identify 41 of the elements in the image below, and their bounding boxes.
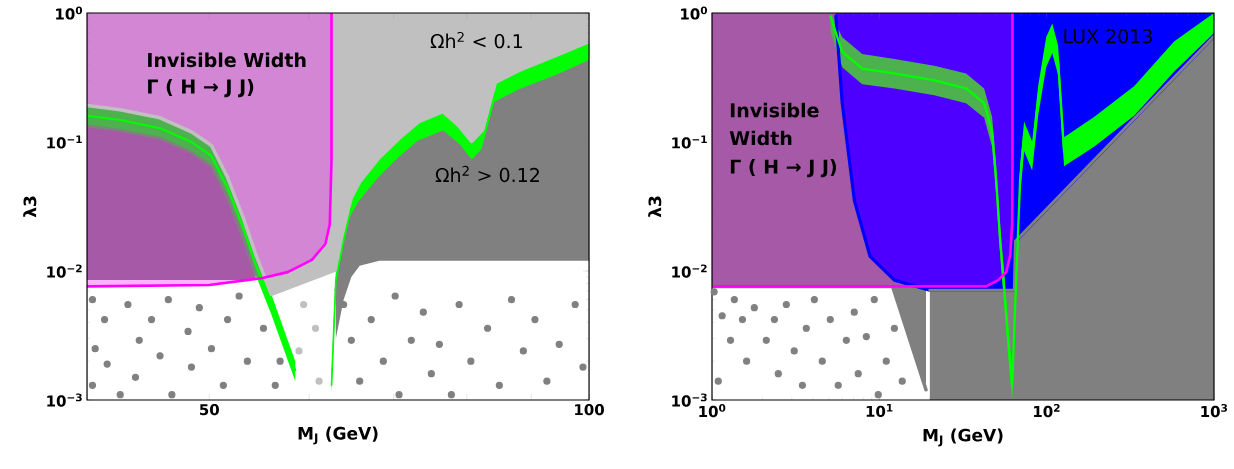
point <box>738 316 747 324</box>
point <box>862 333 870 341</box>
point <box>774 370 782 378</box>
point <box>818 357 826 365</box>
point <box>782 300 790 309</box>
annotation: Invisible <box>730 102 819 118</box>
point <box>842 336 850 344</box>
x-tick-label: 10$^{3}$ <box>1201 403 1228 418</box>
y-axis-title: λ3 <box>648 196 662 218</box>
point <box>798 381 807 389</box>
y-tick-label: 10$^{−1}$ <box>672 135 707 149</box>
x-axis-title: M$_{J}$ (GeV) <box>298 426 378 445</box>
y-tick-label: 10$^{−1}$ <box>47 135 82 149</box>
x-axis-title: M$_{J}$ (GeV) <box>923 428 1003 447</box>
point <box>826 316 834 324</box>
point <box>898 377 906 385</box>
x-tick-label: 10$^{2}$ <box>1034 403 1060 418</box>
point <box>834 381 842 389</box>
point <box>810 296 818 304</box>
annotation: Γ ( H → J J) <box>730 159 837 178</box>
point <box>870 296 878 304</box>
annotation: Width <box>729 130 792 146</box>
annotation: Invisible Width <box>148 52 306 68</box>
x-tick-label: 100 <box>575 403 604 416</box>
point <box>890 324 898 332</box>
point <box>854 370 862 378</box>
point <box>790 347 798 355</box>
y-tick-label: 10$^{−2}$ <box>672 264 707 278</box>
point <box>882 357 890 365</box>
y-tick-label: 10$^{−3}$ <box>47 393 82 407</box>
x-tick-label: 50 <box>200 403 219 416</box>
point <box>762 336 770 344</box>
y-tick-label: 10$^{−2}$ <box>47 264 82 278</box>
y-tick-label: 10$^{0}$ <box>56 6 83 20</box>
x-tick-label: 10$^{1}$ <box>866 403 893 418</box>
annotation: Γ ( H → J J) <box>148 78 254 98</box>
y-axis-title: λ3 <box>23 196 37 218</box>
annotation: Ωh$^{2}$ < 0.1 <box>430 31 522 49</box>
y-tick-label: 10$^{0}$ <box>681 6 708 20</box>
annotation: LUX 2013 <box>1064 29 1152 44</box>
annotation: Ωh$^{2}$ > 0.12 <box>435 165 539 183</box>
